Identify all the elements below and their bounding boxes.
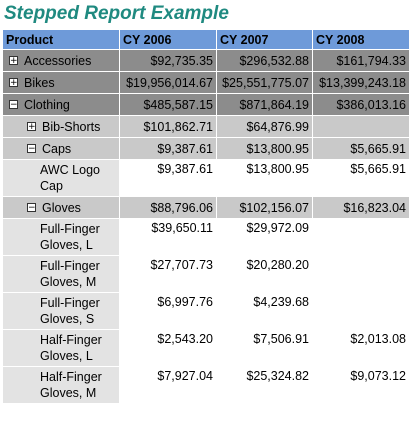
value-cell-cy2006: $39,650.11 <box>119 218 217 256</box>
table-row: − Gloves $88,796.06 $102,156.07 $16,823.04 <box>2 196 410 219</box>
value-cell-cy2007: $4,239.68 <box>216 292 313 330</box>
header-cy2006: CY 2006 <box>119 29 217 50</box>
value-cell-cy2008: $386,013.16 <box>312 93 410 116</box>
product-label: Bib-Shorts <box>42 119 101 134</box>
header-cy2007: CY 2007 <box>216 29 313 50</box>
table-row: Half-Finger Gloves, L $2,543.20 $7,506.91 $… <box>2 329 410 367</box>
product-label: Caps <box>42 141 72 156</box>
table-row: Full-Finger Gloves, L $39,650.11 $29,972.0… <box>2 218 410 256</box>
product-cell: AWC Logo Cap <box>2 159 120 197</box>
value-cell-cy2007: $20,280.20 <box>216 255 313 293</box>
product-cell: − Clothing <box>2 93 120 116</box>
table-row: + Accessories $92,735.35 $296,532.88 $161,79… <box>2 49 410 72</box>
value-cell-cy2006: $2,543.20 <box>119 329 217 367</box>
product-cell: Full-Finger Gloves, S <box>2 292 120 330</box>
table-row: Full-Finger Gloves, M $27,707.73 $20,280.2… <box>2 255 410 293</box>
stepped-report-table: Product CY 2006 CY 2007 CY 2008 + Accesso… <box>2 29 410 404</box>
value-cell-cy2008: $2,013.08 <box>312 329 410 367</box>
value-cell-cy2006: $88,796.06 <box>119 196 217 219</box>
value-cell-cy2008: $13,399,243.18 <box>312 71 410 94</box>
value-cell-cy2008: $5,665.91 <box>312 159 410 197</box>
table-row: AWC Logo Cap $9,387.61 $13,800.95 $5,665.91 <box>2 159 410 197</box>
product-label: AWC Logo Cap <box>40 163 100 193</box>
collapse-icon[interactable]: − <box>27 143 36 154</box>
product-label: Full-Finger Gloves, M <box>40 259 100 289</box>
product-label: Full-Finger Gloves, L <box>40 222 100 252</box>
value-cell-cy2008: $161,794.33 <box>312 49 410 72</box>
value-cell-cy2006: $485,587.15 <box>119 93 217 116</box>
value-cell-cy2007: $25,551,775.07 <box>216 71 313 94</box>
value-cell-cy2006: $92,735.35 <box>119 49 217 72</box>
value-cell-cy2006: $9,387.61 <box>119 137 217 160</box>
product-cell: Half-Finger Gloves, L <box>2 329 120 367</box>
value-cell-cy2006: $19,956,014.67 <box>119 71 217 94</box>
product-label: Full-Finger Gloves, S <box>40 296 100 326</box>
table-row: + Bikes $19,956,014.67 $25,551,775.07 $13,39… <box>2 71 410 94</box>
product-label: Half-Finger Gloves, M <box>40 370 102 400</box>
header-row: Product CY 2006 CY 2007 CY 2008 <box>2 29 410 50</box>
product-label: Gloves <box>42 200 81 215</box>
value-cell-cy2007: $871,864.19 <box>216 93 313 116</box>
collapse-icon[interactable]: − <box>27 202 36 213</box>
expand-icon[interactable]: + <box>9 55 18 66</box>
value-cell-cy2008: $9,073.12 <box>312 366 410 404</box>
collapse-icon[interactable]: − <box>9 99 18 110</box>
table-row: Full-Finger Gloves, S $6,997.76 $4,239.68 <box>2 292 410 330</box>
product-label: Accessories <box>24 53 92 68</box>
product-label: Bikes <box>24 75 55 90</box>
product-cell: + Bikes <box>2 71 120 94</box>
expand-icon[interactable]: + <box>9 77 18 88</box>
report-title: Stepped Report Example <box>4 3 229 24</box>
product-label: Clothing <box>24 97 70 112</box>
header-cy2008: CY 2008 <box>312 29 410 50</box>
value-cell-cy2006: $101,862.71 <box>119 115 217 138</box>
value-cell-cy2008: $5,665.91 <box>312 137 410 160</box>
value-cell-cy2007: $296,532.88 <box>216 49 313 72</box>
value-cell-cy2008 <box>312 218 410 256</box>
table-row: − Caps $9,387.61 $13,800.95 $5,665.91 <box>2 137 410 160</box>
product-cell: + Bib-Shorts <box>2 115 120 138</box>
value-cell-cy2008 <box>312 292 410 330</box>
value-cell-cy2008 <box>312 115 410 138</box>
value-cell-cy2006: $6,997.76 <box>119 292 217 330</box>
value-cell-cy2006: $7,927.04 <box>119 366 217 404</box>
product-cell: − Caps <box>2 137 120 160</box>
value-cell-cy2008: $16,823.04 <box>312 196 410 219</box>
value-cell-cy2007: $13,800.95 <box>216 137 313 160</box>
product-cell: + Accessories <box>2 49 120 72</box>
value-cell-cy2007: $29,972.09 <box>216 218 313 256</box>
table-row: − Clothing $485,587.15 $871,864.19 $386,013.… <box>2 93 410 116</box>
product-cell: Half-Finger Gloves, M <box>2 366 120 404</box>
value-cell-cy2006: $9,387.61 <box>119 159 217 197</box>
header-product: Product <box>2 29 120 50</box>
product-cell: Full-Finger Gloves, M <box>2 255 120 293</box>
product-cell: − Gloves <box>2 196 120 219</box>
value-cell-cy2007: $64,876.99 <box>216 115 313 138</box>
value-cell-cy2007: $25,324.82 <box>216 366 313 404</box>
value-cell-cy2007: $102,156.07 <box>216 196 313 219</box>
table-row: Half-Finger Gloves, M $7,927.04 $25,324.82… <box>2 366 410 404</box>
value-cell-cy2006: $27,707.73 <box>119 255 217 293</box>
product-label: Half-Finger Gloves, L <box>40 333 102 363</box>
value-cell-cy2007: $13,800.95 <box>216 159 313 197</box>
value-cell-cy2008 <box>312 255 410 293</box>
value-cell-cy2007: $7,506.91 <box>216 329 313 367</box>
product-cell: Full-Finger Gloves, L <box>2 218 120 256</box>
expand-icon[interactable]: + <box>27 121 36 132</box>
table-row: + Bib-Shorts $101,862.71 $64,876.99 <box>2 115 410 138</box>
